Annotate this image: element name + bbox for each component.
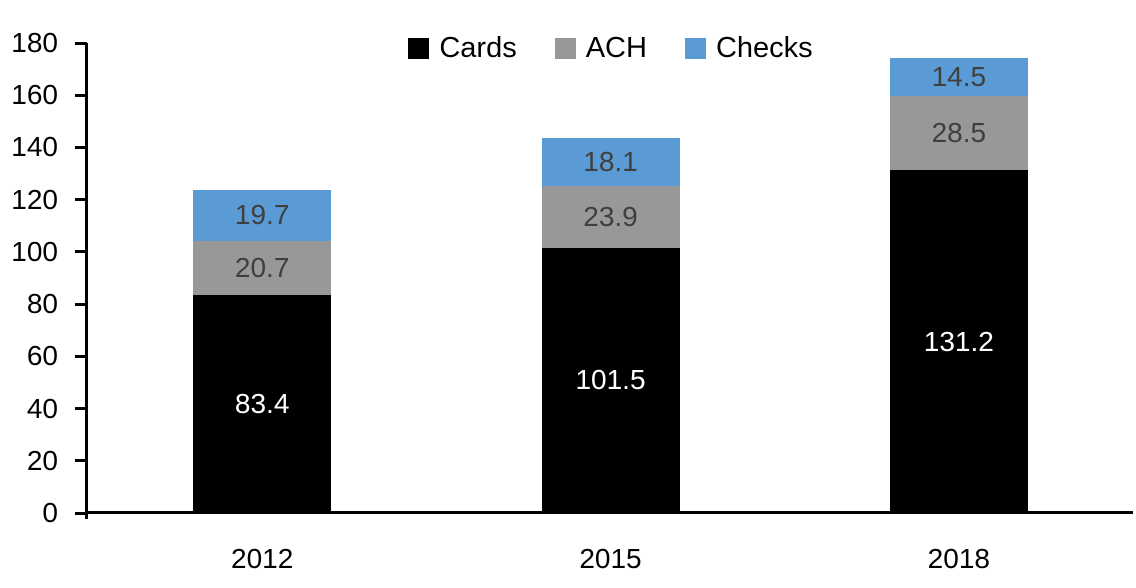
- x-axis-label-2018: 2018: [927, 543, 990, 574]
- legend-label: ACH: [585, 32, 647, 64]
- y-axis-tick: [75, 250, 87, 254]
- y-axis-tick-label: 120: [11, 183, 58, 215]
- legend-swatch-icon: [408, 38, 430, 59]
- y-axis-tick: [75, 511, 87, 515]
- bar-segment-cards-2015: 101.5: [541, 247, 680, 513]
- bar-2012: 83.4 20.7 19.7: [193, 189, 332, 513]
- bar-segment-checks-2018: 14.5: [889, 58, 1028, 97]
- y-axis-line: [85, 43, 88, 519]
- bar-2015: 101.5 23.9 18.1: [541, 138, 680, 513]
- data-label: 20.7: [234, 252, 290, 284]
- y-axis-tick-label: 40: [26, 392, 58, 424]
- x-axis-label-2012: 2012: [231, 543, 294, 574]
- y-axis-tick-label: 20: [26, 444, 58, 476]
- y-axis-tick: [75, 41, 87, 45]
- data-label: 19.7: [234, 199, 290, 231]
- bar-segment-checks-2012: 19.7: [193, 189, 332, 242]
- bar-segment-cards-2012: 83.4: [193, 295, 332, 513]
- data-label: 23.9: [583, 200, 638, 232]
- y-axis-tick-label: 180: [11, 27, 58, 58]
- y-axis-tick: [75, 302, 87, 306]
- bar-segment-ach-2018: 28.5: [889, 96, 1028, 171]
- legend-item-ach: ACH: [554, 32, 647, 64]
- y-axis-tick-label: 80: [26, 288, 58, 320]
- y-axis-tick: [75, 198, 87, 202]
- bar-segment-ach-2015: 23.9: [541, 185, 680, 248]
- y-axis-tick: [75, 93, 87, 97]
- bar-2018: 131.2 28.5 14.5: [889, 58, 1028, 513]
- data-label: 18.1: [583, 145, 638, 177]
- legend-label: Cards: [439, 32, 517, 64]
- bar-segment-checks-2015: 18.1: [541, 138, 680, 186]
- y-axis-tick: [75, 407, 87, 411]
- y-axis-tick-label: 60: [26, 340, 58, 372]
- bar-segment-cards-2018: 131.2: [889, 170, 1028, 513]
- chart-legend: Cards ACH Checks: [88, 34, 1133, 63]
- data-label: 14.5: [931, 61, 987, 93]
- y-axis-tick: [75, 145, 87, 149]
- y-axis-tick-label: 0: [42, 497, 58, 528]
- legend-label: Checks: [715, 32, 813, 64]
- y-axis-tick: [75, 354, 87, 358]
- legend-item-checks: Checks: [684, 32, 813, 64]
- y-axis-tick-label: 160: [11, 79, 58, 111]
- legend-swatch-icon: [554, 38, 576, 59]
- data-label: 83.4: [234, 388, 290, 420]
- data-label: 131.2: [923, 325, 994, 357]
- y-axis-tick: [75, 459, 87, 463]
- data-label: 28.5: [931, 117, 987, 149]
- y-axis-tick-label: 140: [11, 131, 58, 163]
- legend-item-cards: Cards: [408, 32, 517, 64]
- x-axis-label-2015: 2015: [579, 543, 642, 574]
- data-label: 101.5: [575, 364, 646, 396]
- bar-segment-ach-2012: 20.7: [193, 241, 332, 296]
- y-axis-tick-label: 100: [11, 235, 58, 267]
- legend-swatch-icon: [684, 38, 706, 59]
